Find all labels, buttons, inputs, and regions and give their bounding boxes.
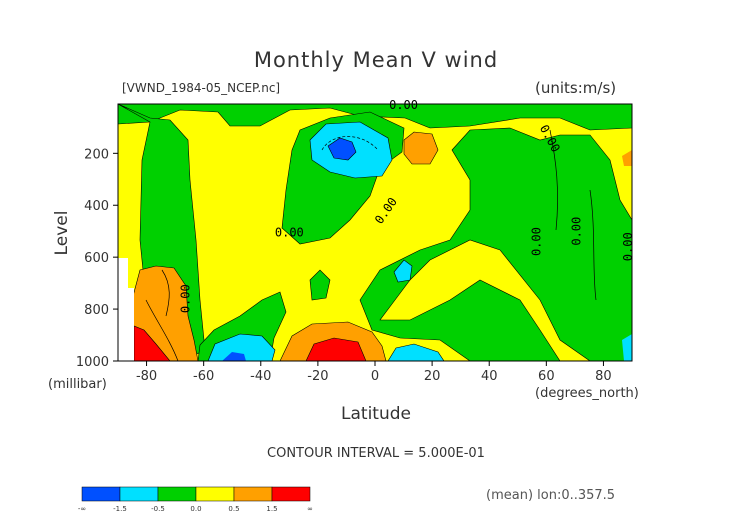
x-unit-label: (degrees_north) bbox=[535, 386, 639, 401]
mean-note: (mean) lon:0..357.5 bbox=[486, 488, 616, 503]
field-green-mid-blob bbox=[309, 269, 331, 301]
colorbar-swatch bbox=[271, 486, 311, 502]
x-tick-label: -20 bbox=[307, 369, 328, 384]
y-tick-label: 1000 bbox=[76, 355, 109, 370]
colorbar-label: 1.5 bbox=[266, 505, 277, 513]
contour-label: 0.00 bbox=[621, 232, 635, 261]
contour-line-d bbox=[549, 129, 558, 231]
chart-title: Monthly Mean V wind bbox=[253, 48, 499, 72]
heatmap-fields bbox=[118, 104, 632, 361]
colorbar-swatch bbox=[81, 486, 121, 502]
colorbar-swatch bbox=[119, 486, 159, 502]
x-tick-label: -80 bbox=[136, 369, 157, 384]
field-cyan-east bbox=[622, 334, 632, 361]
contour-label: 0.00 bbox=[389, 98, 418, 112]
y-tick-label: 600 bbox=[84, 251, 109, 266]
contour-line-c bbox=[321, 136, 379, 151]
file-label: [VWND_1984-05_NCEP.nc] bbox=[122, 81, 281, 95]
colorbar-label: 0.0 bbox=[190, 505, 201, 513]
colorbar-label: 0.5 bbox=[228, 505, 239, 513]
field-blue-lower-left bbox=[222, 352, 246, 361]
colorbar-label: ∞ bbox=[307, 505, 313, 513]
x-tick-label: 80 bbox=[595, 369, 612, 384]
x-axis-label: Latitude bbox=[341, 404, 411, 424]
x-tick-label: 20 bbox=[424, 369, 441, 384]
colorbar: -∞ -1.5 -0.5 0.0 0.5 1.5 ∞ bbox=[78, 486, 313, 513]
x-tick-label: 40 bbox=[481, 369, 498, 384]
colorbar-label: -1.5 bbox=[113, 505, 127, 513]
colorbar-swatch bbox=[233, 486, 273, 502]
colorbar-swatch bbox=[195, 486, 235, 502]
y-tick-label: 400 bbox=[84, 199, 109, 214]
field-orange-upper bbox=[403, 131, 439, 165]
units-label: (units:m/s) bbox=[535, 79, 617, 97]
y-unit-label: (millibar) bbox=[48, 377, 107, 392]
y-axis-label: Level bbox=[52, 210, 72, 256]
contour-line-e bbox=[589, 189, 597, 301]
x-tick-label: 60 bbox=[538, 369, 555, 384]
x-tick-label: 0 bbox=[371, 369, 379, 384]
y-tick-label: 200 bbox=[84, 147, 109, 162]
contour-label: 0.00 bbox=[530, 227, 544, 256]
field-green-east bbox=[359, 127, 632, 361]
y-tick-label: 800 bbox=[84, 303, 109, 318]
field-red-south bbox=[305, 337, 367, 361]
field-blue-upper bbox=[327, 137, 357, 161]
contour-interval-text: CONTOUR INTERVAL = 5.000E-01 bbox=[267, 446, 485, 461]
colorbar-label: -0.5 bbox=[151, 505, 165, 513]
axis-ticks: -80 -60 -40 -20 0 20 40 60 80 200 400 600 800 1000 bbox=[76, 147, 612, 384]
field-cyan-lower-mid bbox=[387, 343, 445, 361]
missing-data-corner bbox=[118, 258, 134, 361]
contour-label: 0.00 bbox=[178, 284, 192, 313]
x-tick-label: -40 bbox=[250, 369, 271, 384]
contour-label: 0.00 bbox=[570, 217, 584, 246]
colorbar-label: -∞ bbox=[78, 505, 86, 513]
colorbar-swatch bbox=[157, 486, 197, 502]
contour-label: 0.00 bbox=[275, 225, 304, 239]
contour-line-b bbox=[145, 299, 179, 361]
field-cyan-lower-left bbox=[207, 333, 276, 361]
field-cyan-mid bbox=[393, 259, 413, 283]
x-tick-label: -60 bbox=[193, 369, 214, 384]
contour-line-a bbox=[161, 269, 170, 317]
field-orange-east bbox=[622, 150, 632, 166]
